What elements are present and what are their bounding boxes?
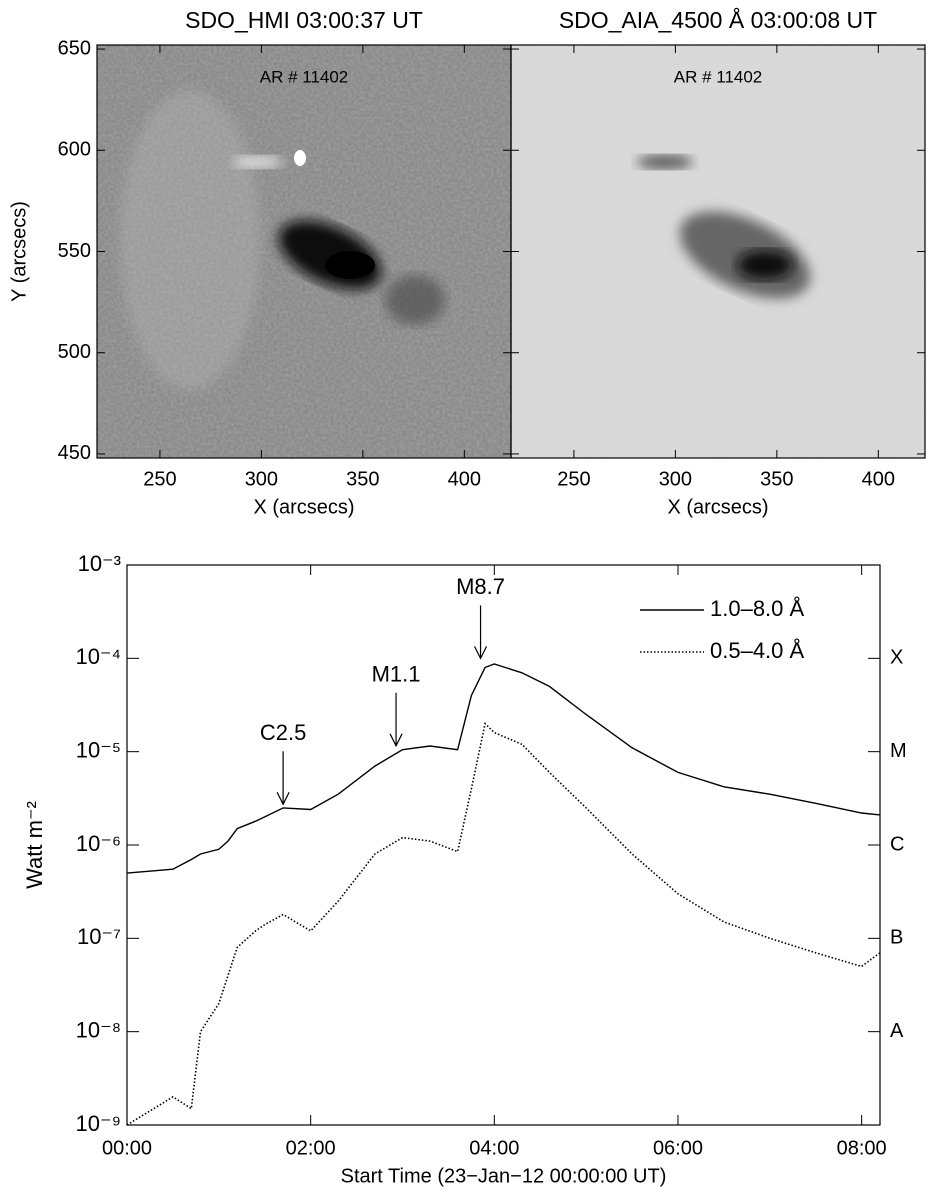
y-tick-label: 10⁻⁶ — [76, 831, 121, 856]
x-tick-label: 00:00 — [102, 1137, 152, 1159]
y-tick-label: 10⁻⁵ — [76, 737, 121, 762]
annotation-arrowhead — [474, 646, 488, 660]
y-axis-label: Watt m⁻² — [22, 801, 47, 889]
y-tick-label: 10⁻⁷ — [77, 924, 121, 949]
x-axis-label: X (arcsecs) — [667, 496, 768, 518]
panel-annotation: AR # 11402 — [260, 67, 349, 86]
aia-image — [511, 45, 925, 458]
y-tick-label: 600 — [58, 139, 91, 161]
y-tick-label: 550 — [58, 240, 91, 262]
y-tick-label: 500 — [58, 341, 91, 363]
hmi-image — [97, 45, 511, 458]
y-tick-label: 10⁻⁸ — [76, 1017, 121, 1042]
annotation-arrowhead — [276, 792, 290, 806]
x-tick-label: 400 — [448, 468, 481, 490]
x-tick-label: 08:00 — [837, 1137, 887, 1159]
annotation-label: M8.7 — [456, 574, 505, 599]
series-line — [126, 663, 881, 874]
annotation-arrowhead — [389, 733, 403, 748]
legend-label: 0.5–4.0 Å — [710, 638, 805, 663]
x-tick-label: 04:00 — [469, 1137, 519, 1159]
y-tick-label: 650 — [58, 37, 91, 59]
series-line — [126, 722, 881, 1126]
legend-label: 1.0–8.0 Å — [710, 596, 805, 621]
y-axis-label: Y (arcsecs) — [8, 201, 30, 302]
annotation-label: C2.5 — [260, 720, 306, 745]
panel-annotation: AR # 11402 — [674, 67, 763, 86]
x-tick-label: 400 — [862, 468, 895, 490]
panel-title: SDO_AIA_4500 Å 03:00:08 UT — [559, 6, 877, 33]
y2-tick-label: X — [890, 647, 903, 669]
x-tick-label: 06:00 — [653, 1137, 703, 1159]
y-tick-label: 10⁻⁴ — [75, 644, 121, 669]
y-tick-label: 10⁻⁹ — [75, 1111, 121, 1136]
x-tick-label: 300 — [245, 468, 278, 490]
y-tick-label: 10⁻³ — [78, 551, 121, 576]
y2-tick-label: M — [890, 740, 907, 762]
y2-tick-label: A — [890, 1020, 904, 1042]
x-tick-label: 350 — [346, 468, 379, 490]
annotation-label: M1.1 — [372, 662, 421, 687]
x-tick-label: 02:00 — [286, 1137, 336, 1159]
x-tick-label: 350 — [760, 468, 793, 490]
x-tick-label: 250 — [557, 468, 590, 490]
x-axis-label: Start Time (23−Jan−12 00:00:00 UT) — [341, 1165, 667, 1187]
y2-tick-label: B — [890, 927, 903, 949]
y2-tick-label: C — [890, 833, 904, 855]
x-tick-label: 250 — [143, 468, 176, 490]
x-tick-label: 300 — [659, 468, 692, 490]
panel-title: SDO_HMI 03:00:37 UT — [185, 7, 423, 33]
x-axis-label: X (arcsecs) — [253, 496, 354, 518]
y-tick-label: 450 — [58, 442, 91, 464]
